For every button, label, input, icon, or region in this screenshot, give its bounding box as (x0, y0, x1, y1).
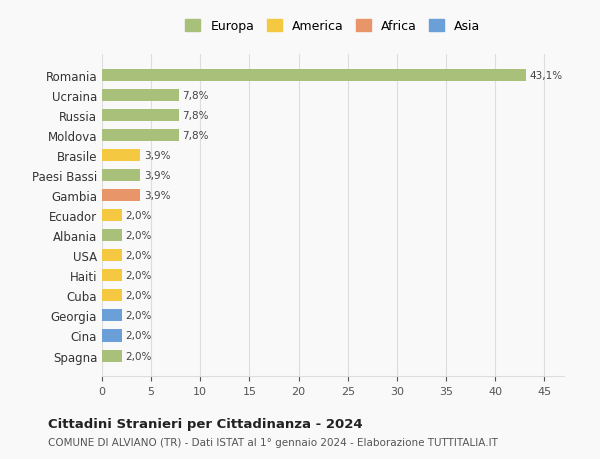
Text: 2,0%: 2,0% (125, 351, 152, 361)
Bar (102, 330, 122, 342)
Bar (102, 230, 122, 242)
Bar (102, 310, 122, 322)
Bar (102, 210, 122, 222)
Text: 7,8%: 7,8% (182, 91, 209, 101)
Text: 3,9%: 3,9% (144, 191, 171, 201)
Text: 2,0%: 2,0% (125, 211, 152, 221)
Text: 2,0%: 2,0% (125, 331, 152, 341)
Bar (102, 190, 140, 202)
Text: 2,0%: 2,0% (125, 271, 152, 281)
Text: 7,8%: 7,8% (182, 131, 209, 141)
Text: 7,8%: 7,8% (182, 111, 209, 121)
Text: 3,9%: 3,9% (144, 171, 171, 181)
Text: Cittadini Stranieri per Cittadinanza - 2024: Cittadini Stranieri per Cittadinanza - 2… (48, 417, 362, 430)
Legend: Europa, America, Africa, Asia: Europa, America, Africa, Asia (185, 20, 481, 33)
Bar (102, 130, 179, 142)
Bar (102, 90, 179, 102)
Text: 2,0%: 2,0% (125, 251, 152, 261)
Text: 43,1%: 43,1% (530, 71, 563, 81)
Bar (102, 350, 122, 362)
Text: 2,0%: 2,0% (125, 291, 152, 301)
Text: 2,0%: 2,0% (125, 231, 152, 241)
Bar (102, 170, 140, 182)
Text: 2,0%: 2,0% (125, 311, 152, 321)
Text: COMUNE DI ALVIANO (TR) - Dati ISTAT al 1° gennaio 2024 - Elaborazione TUTTITALIA: COMUNE DI ALVIANO (TR) - Dati ISTAT al 1… (48, 437, 498, 447)
Bar (102, 290, 122, 302)
Bar (102, 250, 122, 262)
Text: 3,9%: 3,9% (144, 151, 171, 161)
Bar (102, 70, 526, 82)
Bar (102, 150, 140, 162)
Bar (102, 270, 122, 282)
Bar (102, 110, 179, 122)
